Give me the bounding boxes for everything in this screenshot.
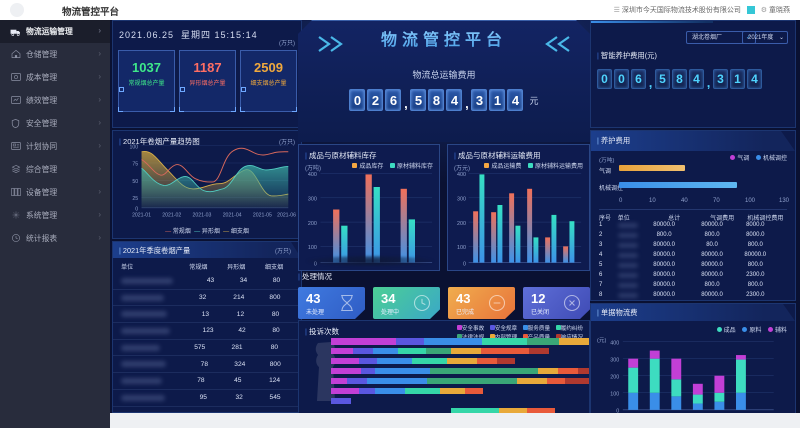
- svg-text:0: 0: [619, 198, 623, 204]
- svg-text:300: 300: [610, 357, 619, 363]
- svg-text:25: 25: [132, 196, 138, 202]
- svg-text:130: 130: [779, 198, 790, 204]
- svg-text:50: 50: [132, 179, 138, 185]
- svg-text:2021-01: 2021-01: [132, 213, 151, 219]
- svg-text:100: 100: [745, 198, 756, 204]
- svg-text:2021-06: 2021-06: [277, 213, 296, 219]
- svg-text:400: 400: [610, 340, 619, 346]
- svg-text:200: 200: [610, 374, 619, 380]
- svg-text:200: 200: [308, 221, 317, 227]
- svg-text:10: 10: [649, 198, 656, 204]
- svg-text:2021-03: 2021-03: [192, 213, 211, 219]
- svg-text:0: 0: [463, 261, 466, 267]
- svg-text:0: 0: [616, 409, 619, 413]
- svg-text:100: 100: [610, 391, 619, 397]
- svg-text:200: 200: [457, 221, 466, 227]
- svg-text:75: 75: [132, 162, 138, 168]
- svg-text:100: 100: [457, 245, 466, 251]
- svg-text:70: 70: [713, 198, 720, 204]
- svg-text:400: 400: [308, 172, 317, 178]
- svg-text:100: 100: [308, 245, 317, 251]
- svg-text:300: 300: [457, 197, 466, 203]
- svg-text:2021-02: 2021-02: [162, 213, 181, 219]
- svg-text:0: 0: [135, 206, 138, 212]
- svg-text:2021-04: 2021-04: [223, 213, 242, 219]
- svg-text:40: 40: [681, 198, 688, 204]
- svg-text:400: 400: [457, 172, 466, 178]
- svg-text:100: 100: [129, 144, 138, 150]
- svg-text:300: 300: [308, 197, 317, 203]
- svg-text:2021-05: 2021-05: [253, 213, 272, 219]
